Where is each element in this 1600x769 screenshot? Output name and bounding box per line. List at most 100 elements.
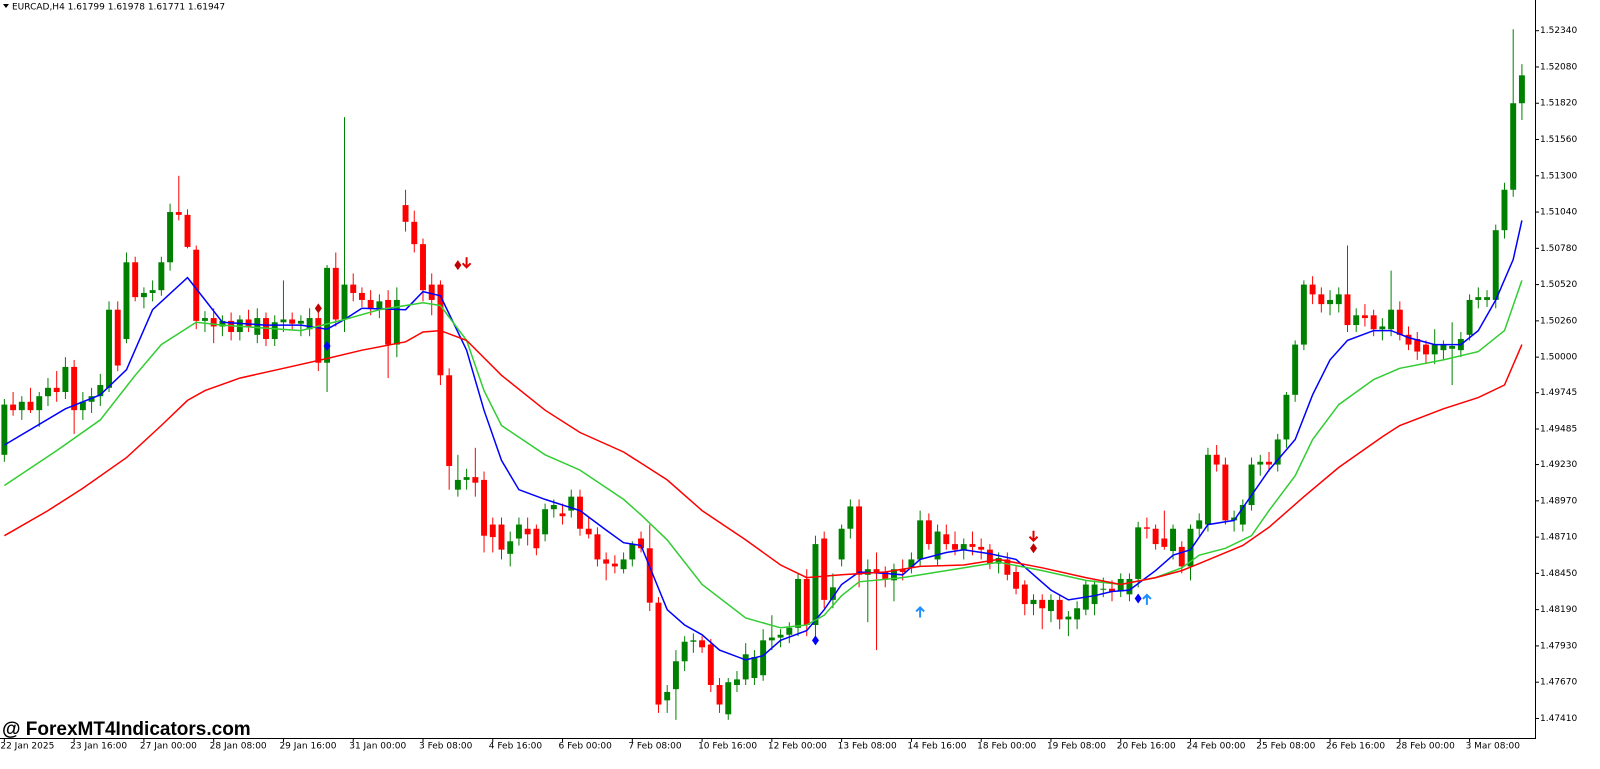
x-tick-label: 23 Jan 16:00 [70, 742, 127, 752]
x-tick-label: 29 Jan 16:00 [279, 742, 336, 752]
x-tick-label: 31 Jan 00:00 [349, 742, 406, 752]
candle-body [847, 506, 854, 529]
candle-body [1196, 520, 1203, 529]
candle-body [1335, 294, 1342, 305]
candle-body [777, 634, 784, 638]
candle-body [1152, 528, 1159, 545]
candle-body [10, 404, 17, 411]
candle-body [943, 534, 950, 545]
candle-body [629, 544, 636, 560]
candle-body [699, 640, 706, 648]
candle-body [1431, 344, 1438, 355]
moving-average [4, 329, 1523, 586]
candle-body [969, 544, 976, 547]
candle-body [132, 262, 139, 298]
candle-body [960, 544, 967, 550]
signal-marker [915, 606, 925, 618]
y-tick-label: 1.51820 [1540, 99, 1577, 109]
candle-body [1248, 464, 1255, 506]
candle-body [489, 524, 496, 538]
y-tick-label: 1.51300 [1540, 171, 1577, 181]
candle-body [367, 299, 374, 309]
candle-body [341, 284, 348, 320]
chart-header: EURCAD,H4 1.61799 1.61978 1.61771 1.6194… [12, 3, 225, 13]
candle-body [882, 571, 889, 579]
candle-body [1475, 297, 1482, 300]
candle-body [1274, 439, 1281, 465]
candle-body [1030, 599, 1037, 605]
candle-body [114, 309, 121, 366]
candle-body [559, 513, 566, 517]
candle-body [1047, 599, 1054, 612]
candle-body [1231, 517, 1238, 521]
y-tick-label: 1.50780 [1540, 244, 1577, 254]
candle-body [1492, 230, 1499, 300]
candle-body [734, 679, 740, 685]
signal-marker [314, 303, 322, 314]
y-tick-label: 1.48710 [1540, 533, 1577, 543]
candle-body [1361, 315, 1368, 319]
candle-body [1021, 584, 1028, 605]
candle-body [899, 569, 906, 572]
x-tick-label: 6 Feb 00:00 [559, 742, 613, 752]
candle-body [280, 319, 287, 323]
x-tick-label: 24 Feb 00:00 [1186, 742, 1245, 752]
candle-body [1222, 464, 1229, 521]
candle-body [952, 544, 958, 550]
candle-body [1484, 297, 1490, 300]
candle-body [167, 212, 174, 263]
candle-body [350, 284, 357, 293]
candle-body [1309, 284, 1316, 295]
x-tick-label: 13 Feb 08:00 [838, 742, 897, 752]
candle-body [498, 524, 505, 550]
candle-body [1283, 394, 1290, 440]
candle-body [45, 387, 51, 397]
candle-body [1388, 309, 1395, 330]
candle-body [829, 587, 836, 600]
candle-body [245, 319, 252, 327]
candle-body [507, 541, 514, 554]
x-tick-label: 4 Feb 16:00 [489, 742, 543, 752]
candle-body [1466, 299, 1473, 335]
candle-body [210, 318, 217, 327]
candle-body [219, 320, 226, 327]
y-tick-label: 1.50260 [1540, 316, 1577, 326]
candle-body [1056, 599, 1063, 620]
candle-body [838, 528, 845, 560]
candle-body [1518, 75, 1525, 104]
candle-body [27, 401, 34, 411]
candle-body [1423, 344, 1429, 355]
y-tick-label: 1.47410 [1540, 714, 1577, 724]
candle-body [856, 506, 863, 575]
candle-body [385, 299, 392, 345]
candle-body [603, 559, 610, 564]
candle-body [1266, 461, 1272, 465]
candle-body [123, 262, 130, 340]
candle-body [402, 205, 409, 222]
x-tick-label: 18 Feb 00:00 [977, 742, 1036, 752]
candle-body [306, 318, 313, 330]
candle-body [140, 292, 147, 298]
candle-body [760, 640, 767, 676]
signal-marker [1134, 593, 1142, 604]
candle-body [324, 267, 331, 363]
candle-body [1440, 344, 1447, 351]
candle-body [568, 496, 575, 511]
candle-body [454, 479, 461, 490]
moving-average [3, 280, 1523, 629]
x-tick-label: 28 Jan 08:00 [210, 742, 267, 752]
y-tick-label: 1.52340 [1540, 26, 1577, 36]
plot-area [1, 29, 1525, 720]
candle-body [1109, 588, 1115, 592]
candle-body [315, 318, 322, 363]
candle-body [908, 559, 915, 568]
candle-body [463, 477, 470, 480]
x-tick-label: 27 Jan 00:00 [140, 742, 197, 752]
candle-body [1510, 103, 1517, 190]
candle-body [1379, 326, 1386, 330]
candle-body [1100, 588, 1107, 590]
candle-body [1292, 344, 1299, 395]
candle-body [620, 559, 627, 570]
